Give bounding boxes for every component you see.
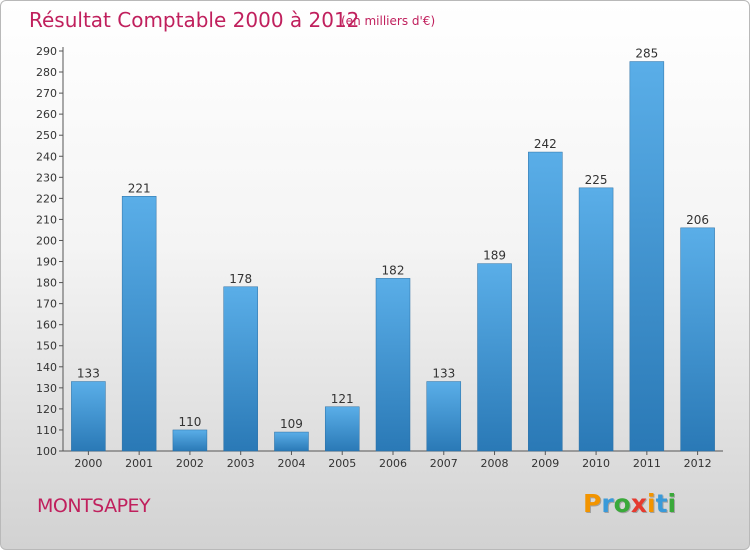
bar-2006 bbox=[375, 278, 411, 452]
y-tick-label: 210 bbox=[36, 213, 57, 226]
x-tick-label-2008: 2008 bbox=[481, 457, 509, 470]
bar-2001 bbox=[121, 196, 157, 452]
proxiti-logo: Proxiti bbox=[583, 489, 676, 518]
chart-subtitle: (en milliers d'€) bbox=[341, 14, 436, 28]
value-label-2003: 178 bbox=[229, 272, 252, 286]
value-label-2011: 285 bbox=[635, 47, 658, 61]
y-tick-label: 170 bbox=[36, 298, 57, 311]
y-tick-label: 240 bbox=[36, 150, 57, 163]
x-tick-label-2010: 2010 bbox=[582, 457, 610, 470]
commune-name: MONTSAPEY bbox=[37, 495, 151, 517]
logo-letter: P bbox=[583, 489, 602, 518]
y-tick-label: 140 bbox=[36, 361, 57, 374]
logo-letter: i bbox=[647, 489, 656, 518]
bar-2010 bbox=[578, 187, 614, 452]
x-tick-label-2005: 2005 bbox=[328, 457, 356, 470]
bar-2002 bbox=[172, 429, 208, 452]
logo-letter: x bbox=[630, 489, 647, 518]
value-label-2007: 133 bbox=[432, 367, 455, 381]
y-tick-label: 220 bbox=[36, 192, 57, 205]
value-label-2006: 182 bbox=[382, 263, 405, 277]
y-tick-label: 270 bbox=[36, 87, 57, 100]
chart-axes: 100 110 120 130 140 150 160 170 180 190 200 210 220 2… bbox=[36, 45, 723, 458]
logo-letter: r bbox=[601, 489, 614, 518]
value-label-2010: 225 bbox=[585, 173, 608, 187]
bar-2000 bbox=[71, 381, 106, 452]
bar-2011 bbox=[629, 61, 665, 452]
value-label-2001: 221 bbox=[128, 181, 151, 195]
y-tick-label: 260 bbox=[36, 108, 57, 121]
y-tick-label: 250 bbox=[36, 129, 57, 142]
value-label-2005: 121 bbox=[331, 392, 354, 406]
bar-2008 bbox=[477, 263, 512, 452]
bar-2012 bbox=[680, 227, 715, 452]
y-tick-label: 200 bbox=[36, 234, 57, 247]
y-tick-label: 160 bbox=[36, 319, 57, 332]
x-tick-label-2012: 2012 bbox=[684, 457, 712, 470]
y-tick-label: 150 bbox=[36, 340, 57, 353]
value-label-2000: 133 bbox=[77, 367, 100, 381]
chart-title: Résultat Comptable 2000 à 2012 bbox=[29, 8, 360, 32]
y-tick-label: 120 bbox=[36, 403, 57, 416]
logo-letter: o bbox=[613, 489, 631, 518]
bar-2009 bbox=[528, 151, 563, 452]
x-tick-label-2002: 2002 bbox=[176, 457, 204, 470]
y-tick-label: 180 bbox=[36, 277, 57, 290]
y-tick-label: 190 bbox=[36, 256, 57, 269]
y-tick-label: 130 bbox=[36, 382, 57, 395]
value-label-2012: 206 bbox=[686, 213, 709, 227]
x-tick-label-2004: 2004 bbox=[277, 457, 305, 470]
value-label-2008: 189 bbox=[483, 249, 506, 263]
x-tick-label-2000: 2000 bbox=[74, 457, 102, 470]
x-tick-label-2009: 2009 bbox=[531, 457, 559, 470]
x-tick-label-2007: 2007 bbox=[430, 457, 458, 470]
x-tick-label-2003: 2003 bbox=[227, 457, 255, 470]
value-label-2004: 109 bbox=[280, 417, 303, 431]
logo-letter: i bbox=[667, 489, 677, 518]
x-tick-label-2006: 2006 bbox=[379, 457, 407, 470]
chart-bars bbox=[71, 61, 715, 452]
x-tick-label-2011: 2011 bbox=[633, 457, 661, 470]
value-label-2002: 110 bbox=[178, 415, 201, 429]
logo-letter: t bbox=[655, 489, 668, 518]
y-tick-label: 110 bbox=[36, 424, 57, 437]
y-tick-label: 280 bbox=[36, 66, 57, 79]
y-tick-label: 290 bbox=[36, 45, 57, 58]
bar-2003 bbox=[223, 286, 258, 452]
y-tick-label: 230 bbox=[36, 171, 57, 184]
value-label-2009: 242 bbox=[534, 137, 557, 151]
bar-2005 bbox=[324, 406, 360, 452]
bar-2004 bbox=[274, 431, 309, 452]
chart-labels: 133 2000 221 2001 110 2002 178 2003 109 2004 121 20… bbox=[74, 47, 711, 470]
y-tick-label: 100 bbox=[36, 445, 57, 458]
x-tick-label-2001: 2001 bbox=[125, 457, 153, 470]
bar-2007 bbox=[426, 381, 462, 452]
